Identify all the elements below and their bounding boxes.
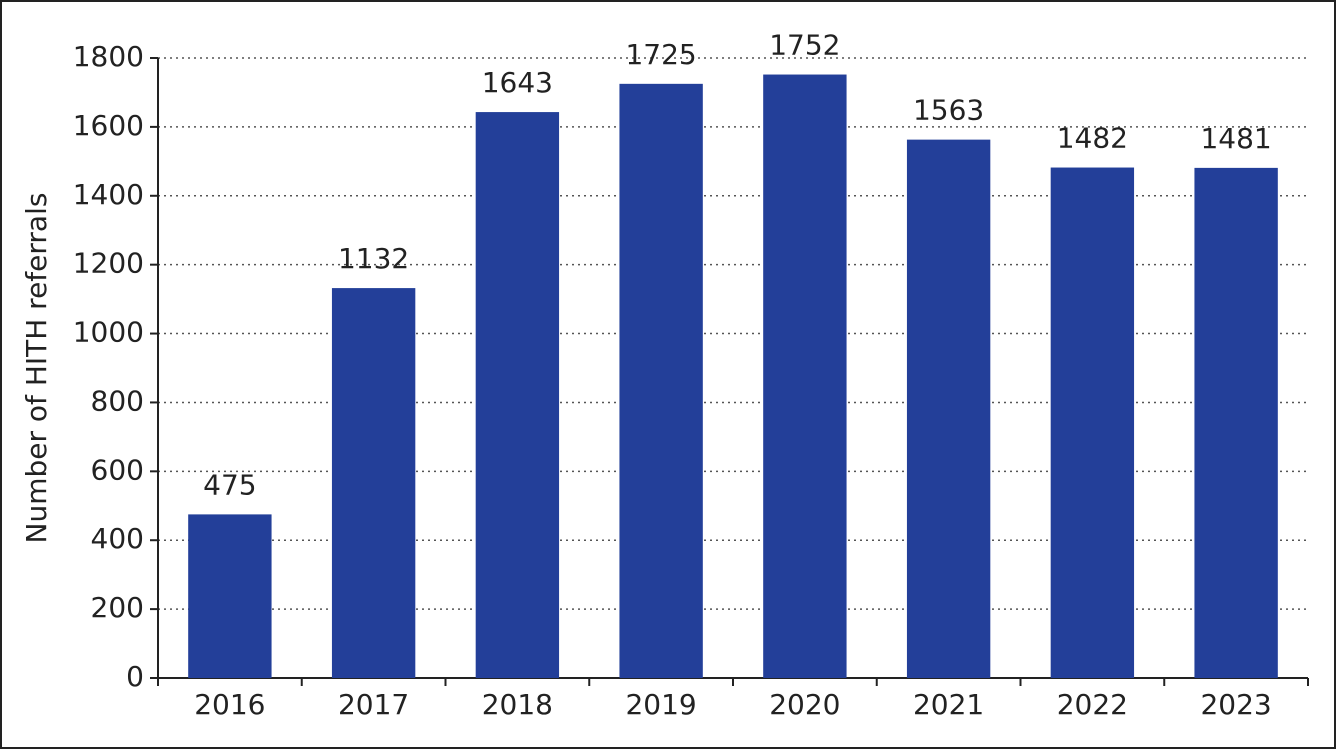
y-tick-label: 0 bbox=[126, 660, 144, 693]
bar bbox=[1194, 167, 1278, 678]
y-tick-label: 200 bbox=[91, 591, 144, 624]
bar bbox=[763, 74, 847, 679]
bar bbox=[475, 112, 560, 679]
data-label: 1725 bbox=[625, 38, 696, 71]
x-tick-label: 2020 bbox=[769, 688, 840, 721]
x-tick-label: 2022 bbox=[1057, 688, 1128, 721]
y-tick-label: 800 bbox=[91, 384, 144, 417]
data-label: 1563 bbox=[913, 94, 984, 127]
data-label: 1643 bbox=[482, 66, 553, 99]
y-tick-label: 1800 bbox=[73, 40, 144, 73]
y-tick-label: 1200 bbox=[73, 247, 144, 280]
y-tick-label: 600 bbox=[91, 453, 144, 486]
bar bbox=[1050, 167, 1135, 679]
y-tick-label: 1600 bbox=[73, 109, 144, 142]
data-label: 1132 bbox=[338, 242, 409, 275]
y-tick-label: 400 bbox=[91, 522, 144, 555]
bar bbox=[906, 139, 991, 679]
x-tick-label: 2018 bbox=[482, 688, 553, 721]
data-label: 1481 bbox=[1200, 122, 1271, 155]
y-axis-label: Number of HITH referrals bbox=[20, 193, 53, 544]
x-tick-label: 2019 bbox=[625, 688, 696, 721]
bar bbox=[331, 288, 416, 678]
data-label: 475 bbox=[203, 468, 256, 501]
bar bbox=[188, 514, 272, 678]
y-tick-label: 1400 bbox=[73, 178, 144, 211]
data-label: 1482 bbox=[1057, 122, 1128, 155]
data-label: 1752 bbox=[769, 29, 840, 62]
x-tick-label: 2023 bbox=[1200, 688, 1271, 721]
x-tick-label: 2016 bbox=[194, 688, 265, 721]
bar bbox=[619, 83, 703, 679]
y-tick-label: 1000 bbox=[73, 316, 144, 349]
x-tick-label: 2017 bbox=[338, 688, 409, 721]
x-tick-label: 2021 bbox=[913, 688, 984, 721]
